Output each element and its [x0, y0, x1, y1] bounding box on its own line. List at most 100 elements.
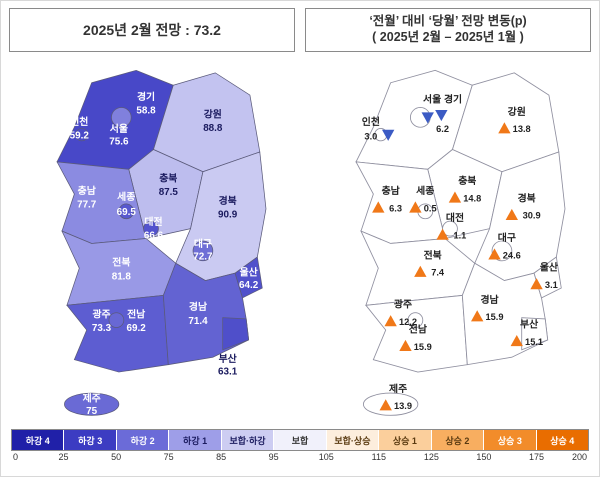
label-gyeonggi-name: 경기: [136, 90, 154, 103]
label-jeju-value: 75: [86, 406, 97, 417]
label-daejeon-name: 대전: [144, 215, 162, 228]
marker-seoul-gyeonggi-name: 서울 경기: [423, 93, 462, 106]
marker-gangwon-value: 13.8: [512, 124, 530, 134]
marker-jeonbuk-name: 전북: [423, 248, 441, 261]
marker-incheon-name: 인천: [361, 115, 379, 128]
label-incheon-value: 59.2: [69, 130, 89, 141]
down-triangle-icon: [421, 112, 434, 124]
legend-band-9: 상승 3: [484, 430, 537, 450]
label-jeonnam-value: 69.2: [126, 323, 146, 334]
left-map-title: 2025년 2월 전망 : 73.2: [83, 22, 221, 38]
up-triangle-icon: [487, 248, 501, 260]
label-gyeongnam-value: 71.4: [188, 316, 208, 327]
up-triangle-icon: [505, 208, 518, 220]
right-map-panel: 인천 3.0 서울 경기 6.2 강원 13.8 충남 6.3: [300, 55, 599, 427]
region-seoul: [110, 107, 132, 128]
label-gwangju-name: 광주: [92, 309, 110, 321]
legend-band-2: 하강 2: [116, 430, 170, 450]
label-jeonbuk-name: 전북: [112, 256, 130, 269]
marker-chungbuk-value: 14.8: [463, 193, 481, 203]
label-jeonnam-name: 전남: [127, 308, 145, 321]
maps-row: 경기 58.8 서울 75.6 인천 59.2 강원 88.8 충북 87.5 충남 77.…: [1, 55, 599, 427]
up-triangle-icon: [470, 310, 483, 322]
left-korea-map: 경기 58.8 서울 75.6 인천 59.2 강원 88.8 충북 87.5 충남 77.…: [55, 69, 266, 417]
up-triangle-icon: [448, 191, 461, 203]
marker-gwangju-name: 광주: [393, 299, 411, 311]
marker-busan-value: 15.1: [525, 337, 543, 347]
region-gwangju: [108, 312, 124, 328]
right-korea-map: 인천 3.0 서울 경기 6.2 강원 13.8 충남 6.3: [354, 69, 565, 416]
label-jeonbuk-value: 81.8: [111, 271, 131, 282]
marker-daejeon-name: 대전: [445, 211, 463, 224]
label-daegu-name: 대구: [193, 237, 211, 250]
legend-tick: 0: [13, 452, 19, 462]
region-daegu: [192, 240, 213, 262]
marker-gyeongnam-name: 경남: [480, 293, 498, 306]
region-daejeon: [142, 220, 159, 237]
label-chungbuk-value: 87.5: [158, 187, 178, 198]
legend-band-0: 하강 4: [12, 430, 65, 450]
label-busan-value: 63.1: [218, 367, 238, 378]
legend-tick: 125: [423, 452, 439, 462]
legend-band-1: 하강 3: [64, 430, 117, 450]
marker-jeonbuk-value: 7.4: [431, 268, 445, 278]
legend-tick: 95: [268, 452, 279, 462]
region-jeonnam: [65, 294, 169, 373]
marker-sejong-name: 세종: [416, 184, 434, 197]
left-title-box: 2025년 2월 전망 : 73.2: [9, 8, 295, 52]
up-triangle-icon: [435, 228, 449, 240]
marker-daegu-name: 대구: [497, 231, 515, 244]
marker-daegu-value: 24.6: [502, 250, 520, 260]
right-map-markers: 인천 3.0 서울 경기 6.2 강원 13.8 충남 6.3: [361, 93, 557, 412]
marker-gwangju-value: 12.2: [398, 317, 416, 327]
marker-busan-name: 부산: [520, 318, 538, 331]
outline-jeonbuk: [359, 230, 475, 306]
marker-daejeon-value: 1.1: [453, 231, 466, 241]
region-jeju: [63, 392, 119, 416]
marker-incheon-value: 3.0: [364, 132, 377, 142]
up-triangle-icon: [371, 201, 384, 213]
region-sejong: [117, 203, 134, 220]
color-scale-legend: 하강 4 하강 3 하강 2 하강 1 보합·하강 보합 보합·상승 상승 1 …: [11, 429, 589, 466]
legend-tick: 75: [163, 452, 174, 462]
legend-tick: 25: [58, 452, 69, 462]
marker-ulsan-name: 울산: [539, 261, 557, 274]
up-triangle-icon: [510, 334, 523, 347]
legend-band-3: 하강 1: [169, 430, 222, 450]
label-gyeonggi-value: 58.8: [136, 106, 156, 117]
outline-busan: [520, 317, 548, 351]
up-triangle-icon: [408, 201, 422, 213]
label-seoul-name: 서울: [109, 122, 127, 135]
legend-tick-row: 0 25 50 75 85 95 105 115 125 150 175 200: [11, 452, 589, 466]
marker-gyeongbuk-value: 30.9: [522, 211, 540, 221]
legend-band-7: 상승 1: [379, 430, 432, 450]
label-sejong-name: 세종: [117, 190, 135, 203]
region-busan: [221, 317, 249, 351]
label-daegu-value: 72.7: [193, 252, 213, 263]
legend-tick: 150: [476, 452, 492, 462]
marker-chungbuk-name: 충북: [458, 174, 476, 187]
right-title-box: ‘전월’ 대비 ‘당월’ 전망 변동(p) ( 2025년 2월 – 2025년…: [305, 8, 591, 52]
legend-bar: 하강 4 하강 3 하강 2 하강 1 보합·하강 보합 보합·상승 상승 1 …: [11, 429, 589, 451]
label-sejong-value: 69.5: [116, 207, 136, 218]
marker-ulsan-value: 3.1: [544, 280, 557, 290]
label-chungnam-value: 77.7: [77, 200, 97, 211]
label-incheon-name: 인천: [70, 115, 88, 128]
title-row: 2025년 2월 전망 : 73.2 ‘전월’ 대비 ‘당월’ 전망 변동(p)…: [1, 1, 599, 55]
legend-band-5: 보합: [274, 430, 327, 450]
marker-jeonnam-name: 전남: [408, 322, 426, 335]
legend-tick: 175: [528, 452, 544, 462]
label-gyeongbuk-value: 90.9: [218, 210, 238, 221]
legend-band-4: 보합·하강: [221, 430, 275, 450]
outline-chungbuk: [426, 149, 502, 240]
marker-jeju-value: 13.9: [393, 401, 411, 411]
marker-gyeongbuk-name: 경북: [517, 191, 535, 204]
label-gyeongbuk-name: 경북: [218, 194, 236, 207]
label-gangwon-value: 88.8: [203, 123, 223, 134]
label-jeju-name: 제주: [82, 392, 100, 405]
up-triangle-icon: [379, 399, 392, 411]
outline-gwangju: [407, 312, 423, 328]
region-incheon: [74, 128, 88, 142]
label-ulsan-name: 울산: [239, 266, 257, 279]
